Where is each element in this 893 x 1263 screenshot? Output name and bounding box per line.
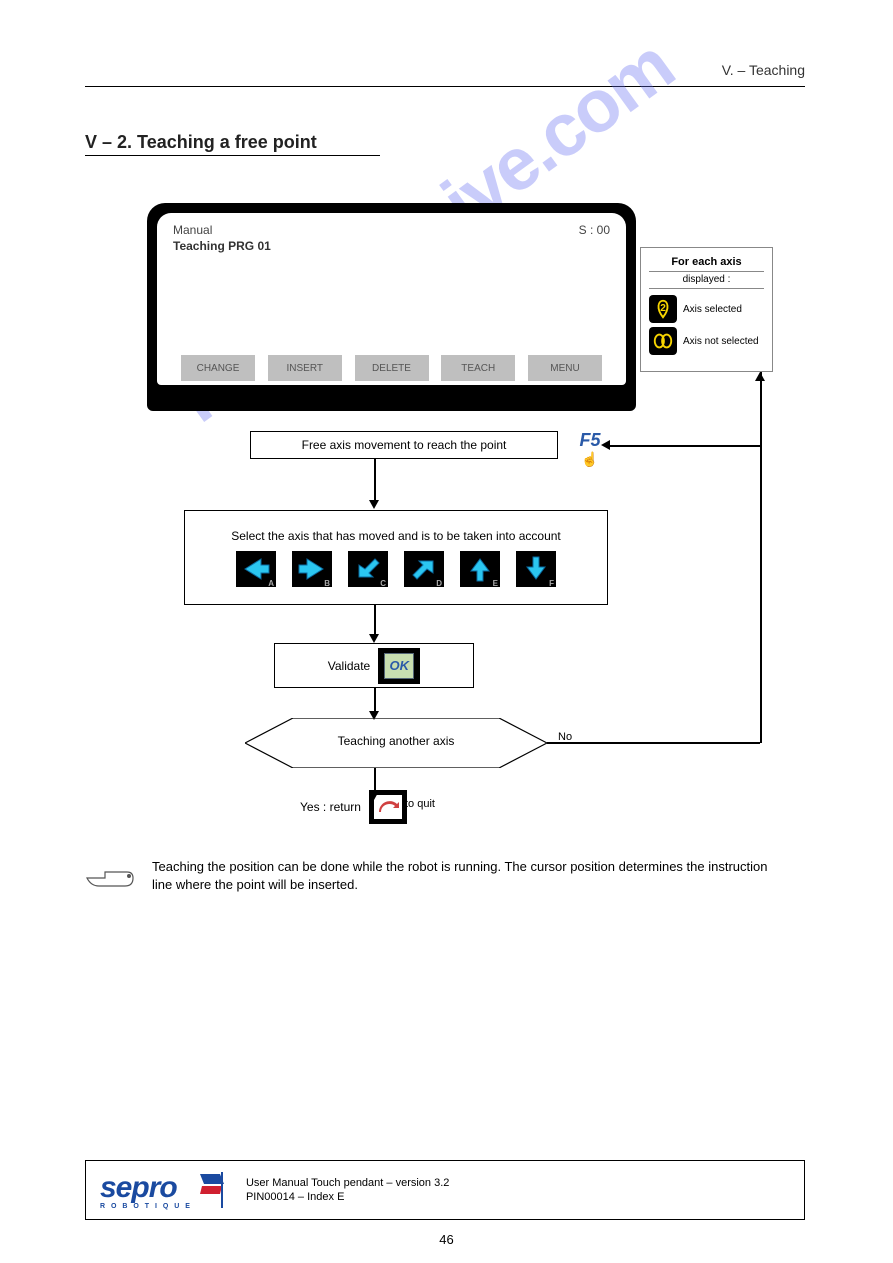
esc-area: Yes : return	[300, 790, 480, 824]
screen-title: Teaching PRG 01	[173, 239, 271, 253]
ok-button[interactable]: OK	[378, 648, 420, 684]
note-hand-icon	[85, 858, 135, 892]
axis-selected-icon: 2	[649, 295, 677, 323]
arrowhead-1-2	[369, 500, 379, 509]
softkey-delete[interactable]: DELETE	[355, 355, 429, 381]
f5-label: F5	[579, 430, 600, 451]
arrowhead-d-esc	[369, 791, 379, 800]
ok-label: OK	[384, 653, 414, 679]
arrowhead-2-3	[369, 634, 379, 643]
note-text: Teaching the position can be done while …	[152, 858, 772, 893]
esc-after-text: to quit	[405, 798, 435, 810]
footer-line2: PIN00014 – Index E	[246, 1190, 449, 1204]
section-title: V – 2. Teaching a free point	[85, 132, 317, 153]
step-free-movement: Free axis movement to reach the point	[250, 431, 558, 459]
screen-inner: Manual S : 00 Teaching PRG 01 CHANGE INS…	[157, 213, 626, 385]
legend-row-unselected: Axis not selected	[649, 327, 764, 355]
softkey-teach[interactable]: TEACH	[441, 355, 515, 381]
arrowhead-no-up	[755, 372, 765, 381]
sepro-brand: sepro	[100, 1171, 192, 1205]
page-number: 46	[439, 1232, 453, 1247]
legend-text-unselected: Axis not selected	[683, 336, 759, 347]
footer-line1: User Manual Touch pendant – version 3.2	[246, 1176, 449, 1190]
conn-1-2	[374, 459, 376, 501]
step-select-axis: Select the axis that has moved and is to…	[184, 510, 608, 605]
arrow-row: A B C D E F	[236, 551, 556, 587]
softkey-menu[interactable]: MENU	[528, 355, 602, 381]
arrow-up-button[interactable]: E	[460, 551, 500, 587]
conn-no-right	[547, 742, 760, 744]
softkey-row: CHANGE INSERT DELETE TEACH MENU	[181, 355, 602, 381]
validate-label: Validate	[328, 659, 370, 673]
sepro-sub: R O B O T I Q U E	[100, 1203, 192, 1210]
step-select-axis-text: Select the axis that has moved and is to…	[231, 529, 561, 543]
legend-title: For each axis	[649, 256, 764, 272]
legend-box: For each axis displayed : 2 Axis selecte…	[640, 247, 773, 372]
legend-row-selected: 2 Axis selected	[649, 295, 764, 323]
conn-legend-left	[610, 445, 760, 447]
arrowhead-to-f5	[601, 440, 610, 450]
sepro-logo: sepro R O B O T I Q U E	[100, 1171, 226, 1210]
axis-unselected-icon	[649, 327, 677, 355]
f5-key[interactable]: F5 ☝	[572, 430, 608, 470]
esc-yes-label: Yes : return	[300, 800, 361, 814]
arrow-upright-button[interactable]: D	[404, 551, 444, 587]
footer-text: User Manual Touch pendant – version 3.2 …	[246, 1176, 449, 1205]
svg-text:2: 2	[660, 303, 666, 314]
softkey-change[interactable]: CHANGE	[181, 355, 255, 381]
conn-d-esc	[374, 768, 376, 792]
conn-2-3	[374, 605, 376, 635]
sepro-flag-icon	[198, 1172, 226, 1208]
arrow-left-button[interactable]: A	[236, 551, 276, 587]
arrow-down-button[interactable]: F	[516, 551, 556, 587]
arrowhead-3-d	[369, 711, 379, 720]
section-underline	[85, 155, 380, 156]
step-validate: Validate OK	[274, 643, 474, 688]
f5-hand-icon: ☝	[581, 451, 598, 468]
footer: sepro R O B O T I Q U E User Manual Touc…	[85, 1160, 805, 1220]
header-right: V. – Teaching	[722, 62, 805, 78]
arrow-right-button[interactable]: B	[292, 551, 332, 587]
legend-text-selected: Axis selected	[683, 304, 742, 315]
arrow-downleft-button[interactable]: C	[348, 551, 388, 587]
conn-3-d	[374, 688, 376, 712]
screen-frame: Manual S : 00 Teaching PRG 01 CHANGE INS…	[147, 203, 636, 411]
legend-sub: displayed :	[649, 274, 764, 289]
softkey-insert[interactable]: INSERT	[268, 355, 342, 381]
conn-no-up	[760, 380, 762, 743]
screen-mode: Manual	[173, 223, 212, 237]
decision-text: Teaching another axis	[245, 734, 547, 748]
screen-status: S : 00	[579, 223, 610, 237]
header-rule	[85, 86, 805, 87]
decision-teach-another: Teaching another axis	[245, 718, 547, 768]
